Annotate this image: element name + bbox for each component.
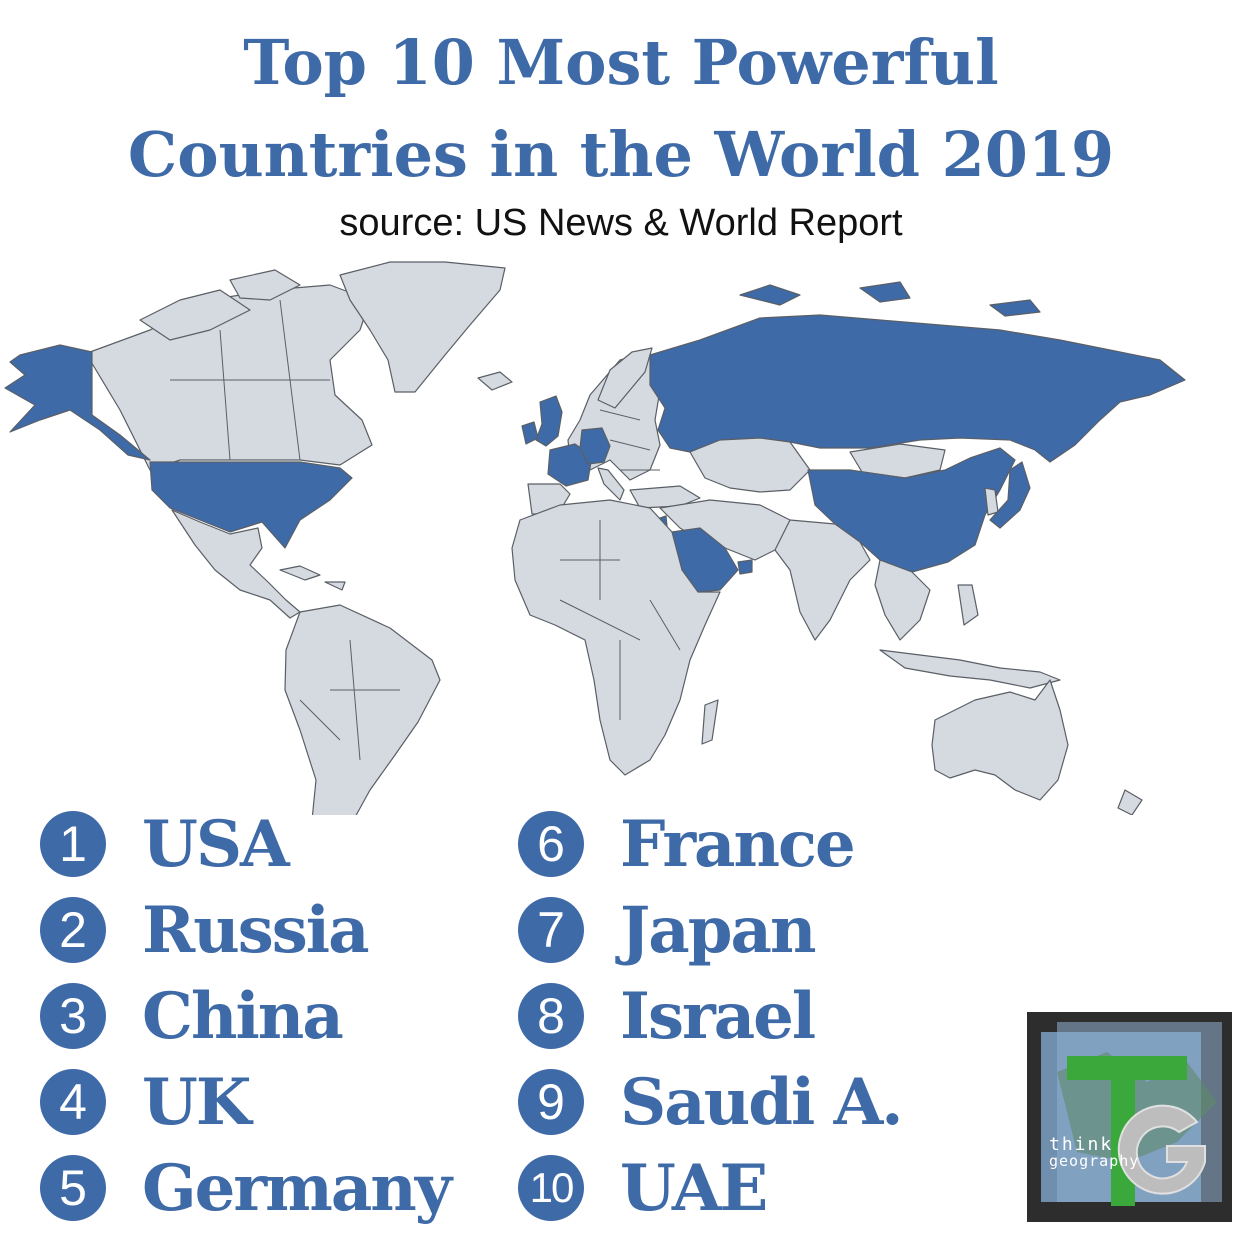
rank-number-badge: 1 xyxy=(40,811,106,877)
ranking-item: 9 Saudi A. xyxy=(518,1064,903,1140)
map-canadian-islands xyxy=(139,269,301,341)
map-russia-islands xyxy=(739,281,1041,317)
think-geography-logo: think geography xyxy=(1027,1012,1232,1222)
rank-number-badge: 6 xyxy=(518,811,584,877)
rank-number-badge: 7 xyxy=(518,897,584,963)
country-name: Israel xyxy=(620,978,816,1054)
country-name: Germany xyxy=(142,1150,452,1226)
map-germany xyxy=(579,427,611,465)
title-line-1: Top 10 Most Powerful xyxy=(243,26,999,99)
logo-text-geography: geography xyxy=(1049,1152,1139,1170)
country-name: USA xyxy=(142,806,290,882)
map-iceland xyxy=(477,371,513,391)
map-turkey xyxy=(629,485,701,509)
map-madagascar xyxy=(701,699,719,745)
country-name: Russia xyxy=(142,892,370,968)
country-name: Japan xyxy=(620,892,816,968)
country-name: UK xyxy=(142,1064,251,1140)
ranking-item: 3 China xyxy=(40,978,344,1054)
ranking-item: 8 Israel xyxy=(518,978,816,1054)
ranking-item: 5 Germany xyxy=(40,1150,452,1226)
map-indonesia xyxy=(879,649,1061,689)
rank-number-badge: 2 xyxy=(40,897,106,963)
ranking-item: 4 UK xyxy=(40,1064,251,1140)
rank-number-badge: 4 xyxy=(40,1069,106,1135)
rank-number-badge: 3 xyxy=(40,983,106,1049)
map-alaska xyxy=(4,344,151,461)
ranking-item: 1 USA xyxy=(40,806,290,882)
country-name: France xyxy=(620,806,856,882)
country-name: Saudi A. xyxy=(620,1064,903,1140)
ranking-item: 10 UAE xyxy=(518,1150,768,1226)
country-name: China xyxy=(142,978,344,1054)
world-map xyxy=(4,261,1186,815)
ranking-item: 6 France xyxy=(518,806,856,882)
map-india xyxy=(774,519,871,641)
map-uae xyxy=(737,559,753,575)
map-italy xyxy=(597,467,625,501)
map-southeast-asia xyxy=(874,559,931,641)
rank-number-badge: 5 xyxy=(40,1155,106,1221)
map-uk xyxy=(535,395,563,447)
ranking-item: 7 Japan xyxy=(518,892,816,968)
map-ireland xyxy=(521,421,539,445)
source-caption: source: US News & World Report xyxy=(339,202,903,244)
title-line-2: Countries in the World 2019 xyxy=(127,118,1115,191)
rank-number-badge: 10 xyxy=(518,1155,584,1221)
country-name: UAE xyxy=(620,1150,768,1226)
map-scandinavia xyxy=(597,347,653,409)
ranking-item: 2 Russia xyxy=(40,892,370,968)
map-philippines xyxy=(957,584,979,626)
map-australia xyxy=(931,679,1069,801)
map-mexico-central xyxy=(171,509,301,619)
map-caribbean xyxy=(279,565,346,591)
rank-number-badge: 8 xyxy=(518,983,584,1049)
logo-text-think: think xyxy=(1049,1134,1113,1155)
rank-number-badge: 9 xyxy=(518,1069,584,1135)
map-new-zealand xyxy=(1117,789,1143,815)
map-africa xyxy=(511,499,721,776)
map-south-america xyxy=(284,604,441,815)
map-japan xyxy=(989,461,1031,529)
map-usa xyxy=(149,461,353,549)
logo-graphic: think geography xyxy=(1027,1012,1232,1222)
map-france xyxy=(547,443,593,487)
map-central-asia xyxy=(689,437,811,493)
map-greenland xyxy=(339,261,506,393)
